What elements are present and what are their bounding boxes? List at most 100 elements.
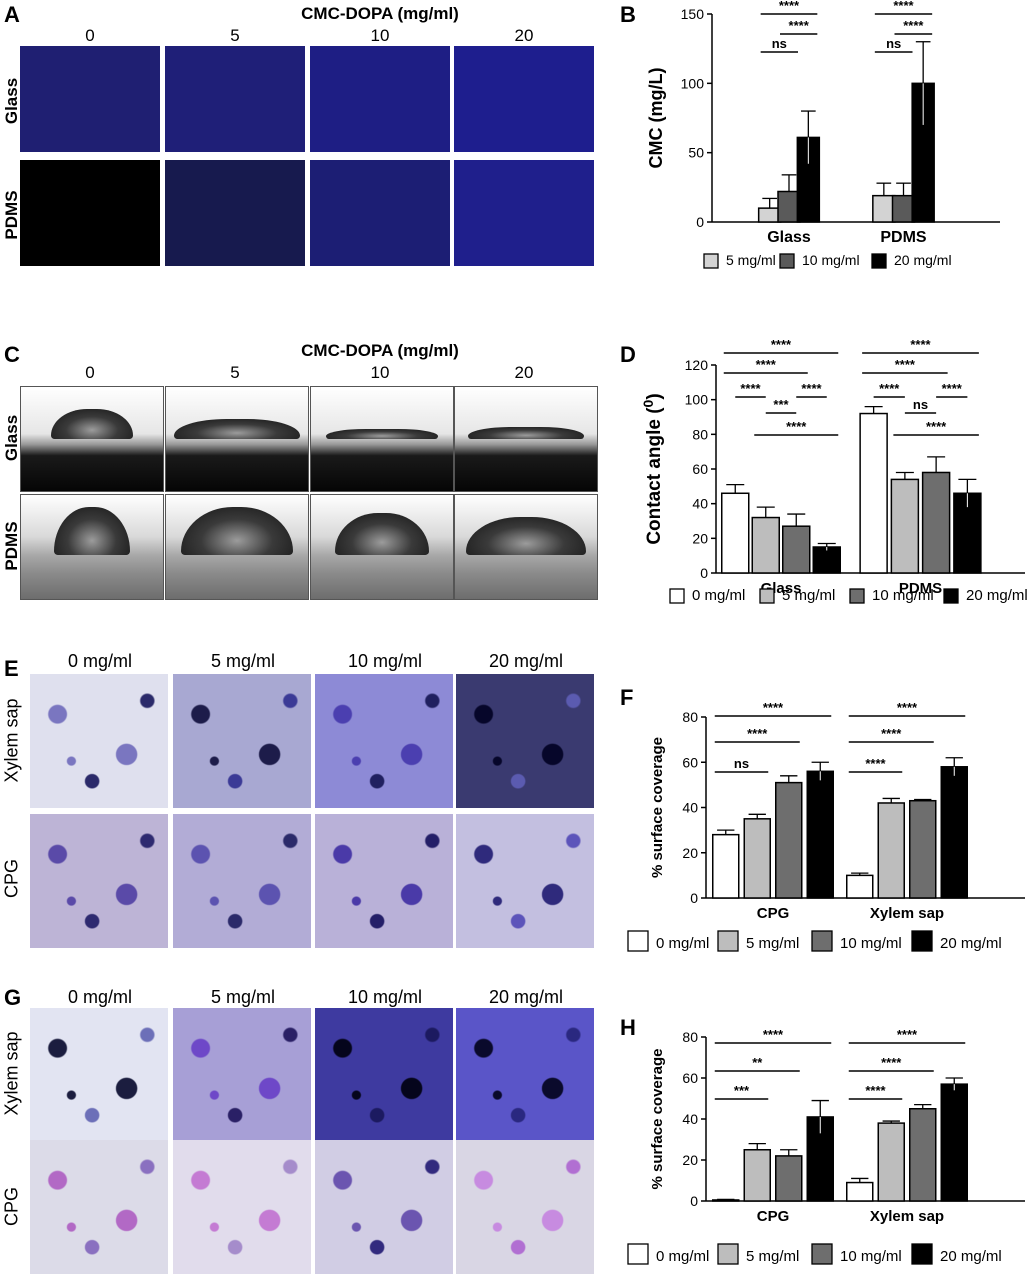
bar xyxy=(712,1199,740,1202)
contact-angle-image-1-2 xyxy=(310,494,454,600)
panel-label-f: F xyxy=(620,685,634,710)
legend-swatch xyxy=(943,588,959,604)
significance-label: **** xyxy=(881,1055,902,1070)
y-tick-label: 0 xyxy=(690,1193,698,1209)
panel-a-row-glass: Glass xyxy=(2,77,21,125)
droplet xyxy=(54,507,130,555)
droplet xyxy=(468,427,584,439)
significance-label: **** xyxy=(895,357,916,372)
fluorescence-image-0-3 xyxy=(454,46,594,152)
panel-a-col-1: 5 xyxy=(230,26,240,45)
staining-g-image-0-1 xyxy=(173,1008,311,1142)
significance-label: **** xyxy=(865,1083,886,1098)
legend-label: 5 mg/ml xyxy=(782,587,835,604)
significance-label: **** xyxy=(801,381,822,396)
staining-e-image-1-2 xyxy=(315,814,453,948)
panel-label-c: C xyxy=(4,342,20,367)
legend-label: 10 mg/ml xyxy=(872,587,934,604)
significance-label: **** xyxy=(881,726,902,741)
y-tick-label: 60 xyxy=(692,461,708,477)
panel-label-h: H xyxy=(620,1015,636,1040)
legend-label: 20 mg/ml xyxy=(940,935,1002,952)
significance-label: **** xyxy=(926,419,947,434)
panel-c-col-3: 20 xyxy=(514,363,534,382)
significance-label: **** xyxy=(865,756,886,771)
bar xyxy=(806,770,834,899)
panel-g-row-xylem: Xylem sap xyxy=(1,1031,22,1116)
y-axis-label: % surface coverage xyxy=(649,1049,666,1190)
significance-label: *** xyxy=(734,1083,750,1098)
significance-label: ns xyxy=(886,36,901,51)
legend-swatch xyxy=(627,930,649,952)
legend-swatch xyxy=(811,1243,833,1265)
legend-label: 5 mg/ml xyxy=(726,252,776,268)
significance-label: **** xyxy=(897,700,918,715)
significance-label: **** xyxy=(897,1027,918,1042)
significance-label: **** xyxy=(763,700,784,715)
panel-label-d: D xyxy=(620,342,636,367)
droplet xyxy=(466,517,586,555)
significance-label: **** xyxy=(779,0,800,13)
bar xyxy=(846,874,874,899)
panel-c-col-2: 10 xyxy=(370,363,390,382)
y-tick-label: 50 xyxy=(688,145,704,161)
bar xyxy=(909,799,937,899)
legend-label: 10 mg/ml xyxy=(840,1248,902,1265)
staining-e-image-0-3 xyxy=(456,674,594,808)
panel-e-col-1: 5 mg/ml xyxy=(210,651,275,671)
panel-a-row-pdms: PDMS xyxy=(2,190,21,240)
bar xyxy=(940,766,968,899)
panel-c-header: CMC-DOPA (mg/ml) xyxy=(301,341,459,360)
x-category-label: Glass xyxy=(767,229,811,246)
significance-label: **** xyxy=(747,726,768,741)
staining-e-image-1-0 xyxy=(30,814,168,948)
chart-h: 0 20 40 60 80 % surface coverage CPG Xylem sap *… xyxy=(627,1027,1025,1265)
x-category-label: PDMS xyxy=(899,580,942,597)
legend-swatch xyxy=(703,253,719,269)
significance-label: **** xyxy=(789,18,810,33)
y-tick-label: 20 xyxy=(692,530,708,546)
legend-swatch xyxy=(779,253,795,269)
legend-label: 0 mg/ml xyxy=(692,587,745,604)
y-axis-label: % surface coverage xyxy=(649,737,666,878)
bar xyxy=(743,818,771,899)
significance-label: **** xyxy=(942,381,963,396)
bar xyxy=(782,525,811,574)
contact-angle-image-0-1 xyxy=(165,386,309,492)
fluorescence-image-0-2 xyxy=(310,46,450,152)
panel-g-col-3: 20 mg/ml xyxy=(488,987,564,1007)
fluorescence-image-1-2 xyxy=(310,160,450,266)
staining-g-image-1-2 xyxy=(315,1140,453,1274)
bar xyxy=(721,492,750,574)
staining-e-image-0-2 xyxy=(315,674,453,808)
bar xyxy=(846,1181,874,1202)
legend-swatch xyxy=(669,588,685,604)
contact-angle-image-1-1 xyxy=(165,494,309,600)
fluorescence-image-1-3 xyxy=(454,160,594,266)
significance-label: **** xyxy=(903,18,924,33)
panel-a-col-3: 20 xyxy=(514,26,534,45)
y-axis-label: CMC (mg/L) xyxy=(646,68,666,169)
bar xyxy=(909,1108,937,1202)
y-tick-label: 80 xyxy=(692,426,708,442)
y-tick-label: 0 xyxy=(696,214,704,230)
significance-label: **** xyxy=(893,0,914,13)
panel-label-a: A xyxy=(4,2,20,27)
staining-g-image-0-2 xyxy=(315,1008,453,1142)
legend-swatch xyxy=(717,930,739,952)
bar xyxy=(940,1083,968,1202)
panel-c-row-pdms: PDMS xyxy=(2,521,21,571)
legend-swatch xyxy=(849,588,865,604)
x-category-label: CPG xyxy=(757,905,790,922)
legend-swatch xyxy=(811,930,833,952)
staining-e-image-1-1 xyxy=(173,814,311,948)
y-tick-label: 120 xyxy=(685,357,709,373)
x-category-label: Xylem sap xyxy=(870,905,944,922)
chart-f: 0 20 40 60 80 % surface coverage CPG Xylem sap n… xyxy=(627,700,1025,952)
legend-swatch xyxy=(911,1243,933,1265)
bar xyxy=(751,516,780,574)
x-category-label: CPG xyxy=(757,1208,790,1225)
y-tick-label: 60 xyxy=(682,1070,698,1086)
